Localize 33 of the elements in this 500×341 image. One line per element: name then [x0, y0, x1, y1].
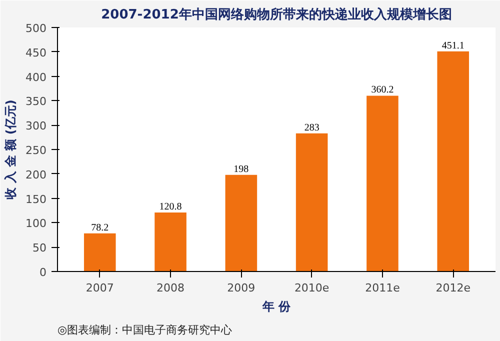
x-tick-label: 2009 — [227, 282, 256, 294]
y-tick-label: 50 — [32, 242, 47, 255]
data-label: 198 — [234, 164, 249, 175]
chart-title: 2007-2012年中国网络购物所带来的快递业收入规模增长图 — [101, 6, 452, 22]
data-label: 360.2 — [371, 84, 394, 96]
y-tick-label: 150 — [26, 192, 47, 206]
bar — [225, 174, 258, 272]
x-axis-title: 年 份 — [261, 300, 292, 314]
y-tick-label: 450 — [26, 46, 47, 60]
bar — [84, 233, 116, 272]
bar — [154, 212, 186, 272]
y-tick-label: 0 — [40, 266, 46, 279]
bar — [437, 51, 470, 272]
y-axis-title: 收 入 金 额 (亿元) — [4, 100, 18, 200]
y-tick-label: 350 — [26, 95, 47, 108]
data-label: 283 — [304, 122, 320, 134]
x-tick-label: 2011e — [365, 282, 400, 294]
text: ◎图表编制：中国电子商务研究中心 — [58, 324, 232, 336]
y-tick-label: 200 — [26, 168, 47, 182]
y-tick-label: 300 — [26, 120, 47, 133]
x-tick-label: 2008 — [156, 282, 185, 294]
bar — [366, 96, 398, 272]
x-tick-label: 2012e — [436, 282, 471, 294]
y-tick-label: 250 — [26, 144, 47, 157]
bar — [296, 133, 328, 272]
y-tick-label: 400 — [26, 70, 47, 84]
x-tick-label: 2010e — [294, 282, 330, 294]
y-tick-label: 500 — [26, 22, 47, 35]
data-label: 451.1 — [442, 40, 464, 52]
data-label: 78.2 — [91, 222, 109, 234]
y-tick-label: 100 — [26, 217, 47, 230]
x-tick-label: 2007 — [86, 282, 114, 294]
data-label: 120.8 — [159, 202, 182, 213]
